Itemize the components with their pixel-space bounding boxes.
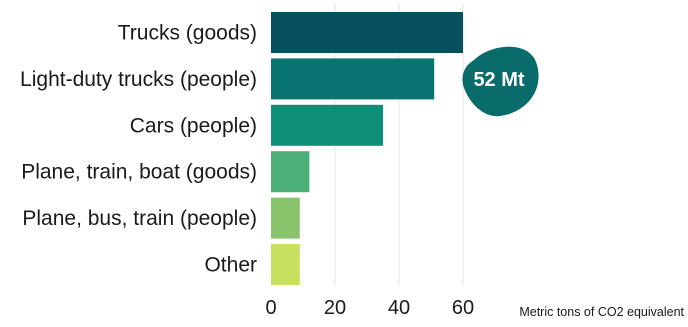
bar (271, 244, 300, 285)
x-tick-label: 0 (265, 297, 276, 319)
category-label: Trucks (goods) (118, 22, 257, 45)
x-axis-label: Metric tons of CO2 equivalent (519, 305, 684, 319)
category-label: Other (204, 254, 257, 277)
x-tick-label: 60 (452, 297, 474, 319)
x-tick-label: 40 (388, 297, 410, 319)
annotation-label: 52 Mt (473, 69, 524, 91)
bar (271, 12, 463, 53)
category-label: Light-duty trucks (people) (20, 68, 257, 91)
x-tick-labels: 0 20 40 60 (265, 297, 474, 319)
category-labels: Trucks (goods) Light-duty trucks (people)… (20, 22, 257, 277)
x-tick-label: 20 (324, 297, 346, 319)
bar (271, 197, 300, 239)
category-label: Plane, bus, train (people) (22, 207, 257, 230)
annotation-callout: 52 Mt (462, 46, 539, 117)
annotation-blob (462, 46, 539, 117)
bar (271, 104, 383, 146)
category-label: Cars (people) (130, 114, 257, 137)
bar-layer (271, 12, 463, 285)
bar (271, 58, 435, 100)
bar (271, 151, 310, 193)
category-label: Plane, train, boat (goods) (21, 161, 257, 184)
